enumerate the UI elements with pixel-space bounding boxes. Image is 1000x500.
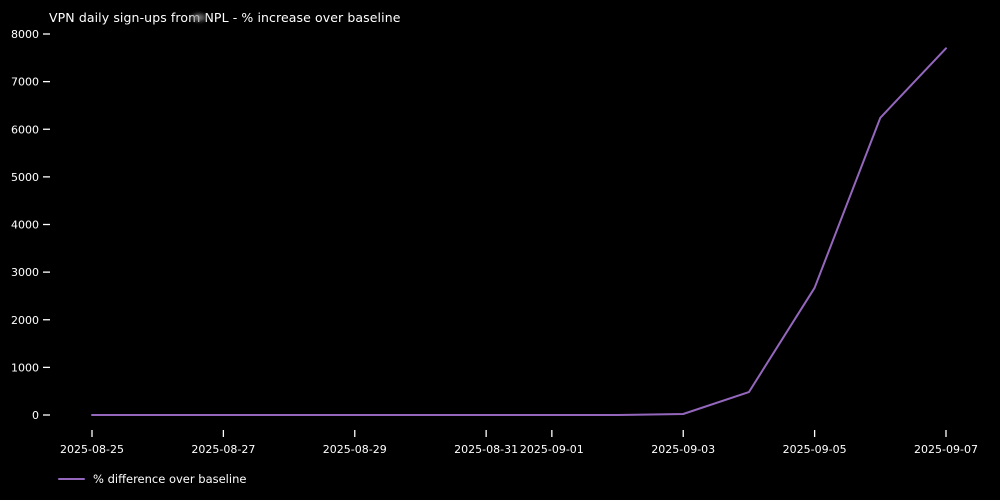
y-tick-label: 0 [32,409,39,422]
x-tick-label: 2025-09-01 [520,443,584,456]
x-tick-label: 2025-08-29 [323,443,387,456]
x-tick-label: 2025-09-07 [914,443,978,456]
legend-line-swatch [58,477,85,481]
y-tick-label: 7000 [11,76,39,89]
y-tick-label: 4000 [11,219,39,232]
y-tick-label: 1000 [11,361,39,374]
x-tick-label: 2025-09-03 [651,443,715,456]
x-tick-label: 2025-09-05 [783,443,847,456]
legend-label: % difference over baseline [93,472,247,486]
legend: % difference over baseline [58,471,246,487]
y-tick-label: 8000 [11,28,39,41]
line-series [91,47,947,416]
y-tick-label: 6000 [11,123,39,136]
x-tick-label: 2025-08-27 [191,443,255,456]
chart-title: VPN daily sign-ups from NPL - % increase… [49,10,401,25]
x-tick-label: 2025-08-25 [60,443,124,456]
y-tick-label: 3000 [11,266,39,279]
y-tick-label: 2000 [11,314,39,327]
y-tick-label: 5000 [11,171,39,184]
x-tick-label: 2025-08-31 [454,443,518,456]
